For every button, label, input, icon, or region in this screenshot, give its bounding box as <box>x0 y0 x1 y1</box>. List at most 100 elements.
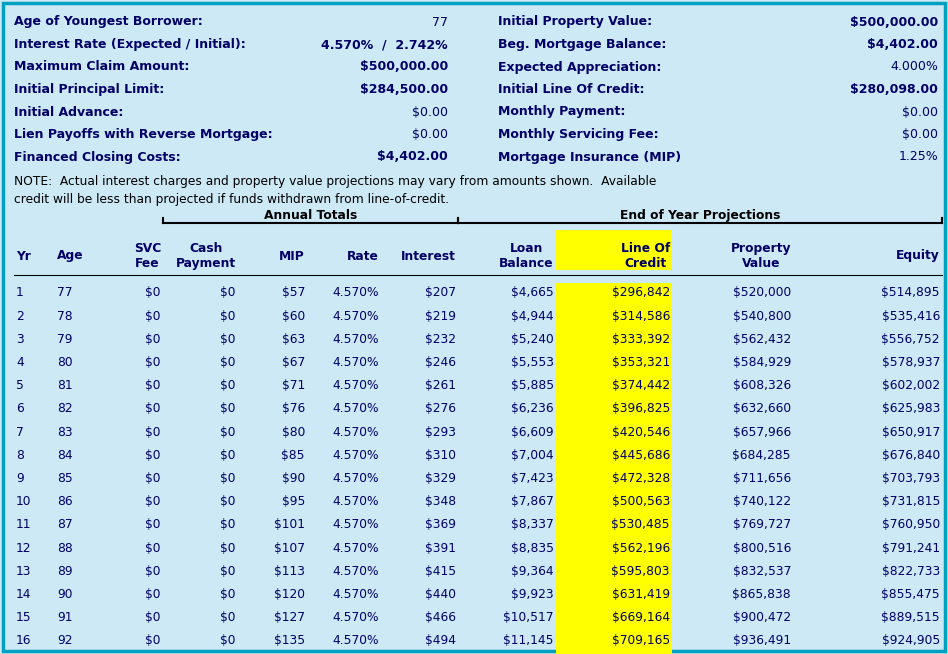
Bar <box>556 445 672 468</box>
Text: $822,733: $822,733 <box>882 565 940 578</box>
Text: $608,326: $608,326 <box>733 379 791 392</box>
Text: 4.570%: 4.570% <box>333 426 379 439</box>
Text: $9,364: $9,364 <box>511 565 554 578</box>
Text: Rate: Rate <box>347 249 379 262</box>
Text: 4.570%: 4.570% <box>333 634 379 647</box>
Text: $0: $0 <box>221 286 236 300</box>
Text: $0: $0 <box>221 449 236 462</box>
Text: $63: $63 <box>282 333 305 346</box>
Text: $709,165: $709,165 <box>611 634 670 647</box>
Text: 91: 91 <box>57 611 72 625</box>
Text: $71: $71 <box>282 379 305 392</box>
Text: 88: 88 <box>57 542 73 555</box>
Text: $415: $415 <box>425 565 456 578</box>
Text: $0: $0 <box>221 333 236 346</box>
Text: $711,656: $711,656 <box>733 472 791 485</box>
Text: $494: $494 <box>425 634 456 647</box>
Text: 4.570%  /  2.742%: 4.570% / 2.742% <box>321 38 448 51</box>
Text: $57: $57 <box>282 286 305 300</box>
Text: $107: $107 <box>274 542 305 555</box>
Text: 4.570%: 4.570% <box>333 449 379 462</box>
Text: 6: 6 <box>16 402 24 415</box>
Text: 85: 85 <box>57 472 73 485</box>
Text: MIP: MIP <box>280 249 305 262</box>
Text: $113: $113 <box>274 565 305 578</box>
Text: 4.570%: 4.570% <box>333 519 379 532</box>
Text: 7: 7 <box>16 426 24 439</box>
Text: $0: $0 <box>145 495 161 508</box>
Text: $293: $293 <box>425 426 456 439</box>
Text: $246: $246 <box>425 356 456 369</box>
Text: Loan
Balance: Loan Balance <box>500 242 554 270</box>
Text: Lien Payoffs with Reverse Mortgage:: Lien Payoffs with Reverse Mortgage: <box>14 128 273 141</box>
Text: $500,000.00: $500,000.00 <box>849 16 938 29</box>
Text: End of Year Projections: End of Year Projections <box>620 209 780 222</box>
Text: $4,402.00: $4,402.00 <box>377 150 448 164</box>
Text: $420,546: $420,546 <box>611 426 670 439</box>
Text: $9,923: $9,923 <box>511 588 554 601</box>
Text: 92: 92 <box>57 634 72 647</box>
Text: $865,838: $865,838 <box>733 588 791 601</box>
Text: $120: $120 <box>274 588 305 601</box>
Text: $310: $310 <box>425 449 456 462</box>
Text: $374,442: $374,442 <box>611 379 670 392</box>
Text: $578,937: $578,937 <box>882 356 940 369</box>
Text: Financed Closing Costs:: Financed Closing Costs: <box>14 150 181 164</box>
Text: $0: $0 <box>221 634 236 647</box>
Text: $0: $0 <box>221 356 236 369</box>
Text: 4: 4 <box>16 356 24 369</box>
Text: Expected Appreciation:: Expected Appreciation: <box>498 61 662 73</box>
Text: Maximum Claim Amount:: Maximum Claim Amount: <box>14 61 190 73</box>
Text: $95: $95 <box>282 495 305 508</box>
Text: $7,004: $7,004 <box>511 449 554 462</box>
Text: $10,517: $10,517 <box>503 611 554 625</box>
Text: 12: 12 <box>16 542 31 555</box>
Bar <box>556 468 672 491</box>
Text: $0: $0 <box>145 634 161 647</box>
Text: $333,392: $333,392 <box>611 333 670 346</box>
Text: 4.570%: 4.570% <box>333 356 379 369</box>
Text: $535,416: $535,416 <box>882 310 940 322</box>
Text: $0: $0 <box>145 426 161 439</box>
Bar <box>556 561 672 584</box>
Text: $760,950: $760,950 <box>882 519 940 532</box>
Text: 15: 15 <box>16 611 31 625</box>
Text: $466: $466 <box>425 611 456 625</box>
Text: $514,895: $514,895 <box>882 286 940 300</box>
Text: $0: $0 <box>145 402 161 415</box>
Text: $562,432: $562,432 <box>733 333 791 346</box>
Text: $90: $90 <box>282 472 305 485</box>
Text: 3: 3 <box>16 333 24 346</box>
Text: $0: $0 <box>145 356 161 369</box>
Text: NOTE:  Actual interest charges and property value projections may vary from amou: NOTE: Actual interest charges and proper… <box>14 175 656 188</box>
Text: $632,660: $632,660 <box>733 402 791 415</box>
Text: Beg. Mortgage Balance:: Beg. Mortgage Balance: <box>498 38 666 51</box>
Text: credit will be less than projected if funds withdrawn from line-of-credit.: credit will be less than projected if fu… <box>14 192 449 205</box>
Text: $353,321: $353,321 <box>611 356 670 369</box>
Text: Mortgage Insurance (MIP): Mortgage Insurance (MIP) <box>498 150 681 164</box>
Text: Line Of
Credit: Line Of Credit <box>621 242 670 270</box>
Text: $669,164: $669,164 <box>611 611 670 625</box>
Text: Monthly Payment:: Monthly Payment: <box>498 105 626 118</box>
Text: 4.570%: 4.570% <box>333 472 379 485</box>
Text: $602,002: $602,002 <box>882 379 940 392</box>
Text: 4.570%: 4.570% <box>333 310 379 322</box>
Text: $314,586: $314,586 <box>611 310 670 322</box>
Text: $0.00: $0.00 <box>412 105 448 118</box>
Text: $0: $0 <box>145 565 161 578</box>
Text: $7,867: $7,867 <box>511 495 554 508</box>
Text: $520,000: $520,000 <box>733 286 791 300</box>
Bar <box>556 352 672 375</box>
Text: Initial Advance:: Initial Advance: <box>14 105 123 118</box>
Text: $5,240: $5,240 <box>511 333 554 346</box>
Text: $219: $219 <box>425 310 456 322</box>
Bar <box>556 306 672 329</box>
Text: $280,098.00: $280,098.00 <box>850 83 938 96</box>
Text: $584,929: $584,929 <box>733 356 791 369</box>
Text: SVC
Fee: SVC Fee <box>134 242 161 270</box>
Text: $0: $0 <box>145 310 161 322</box>
Text: $4,665: $4,665 <box>511 286 554 300</box>
Text: $530,485: $530,485 <box>611 519 670 532</box>
Text: $562,196: $562,196 <box>611 542 670 555</box>
Text: $0: $0 <box>145 542 161 555</box>
